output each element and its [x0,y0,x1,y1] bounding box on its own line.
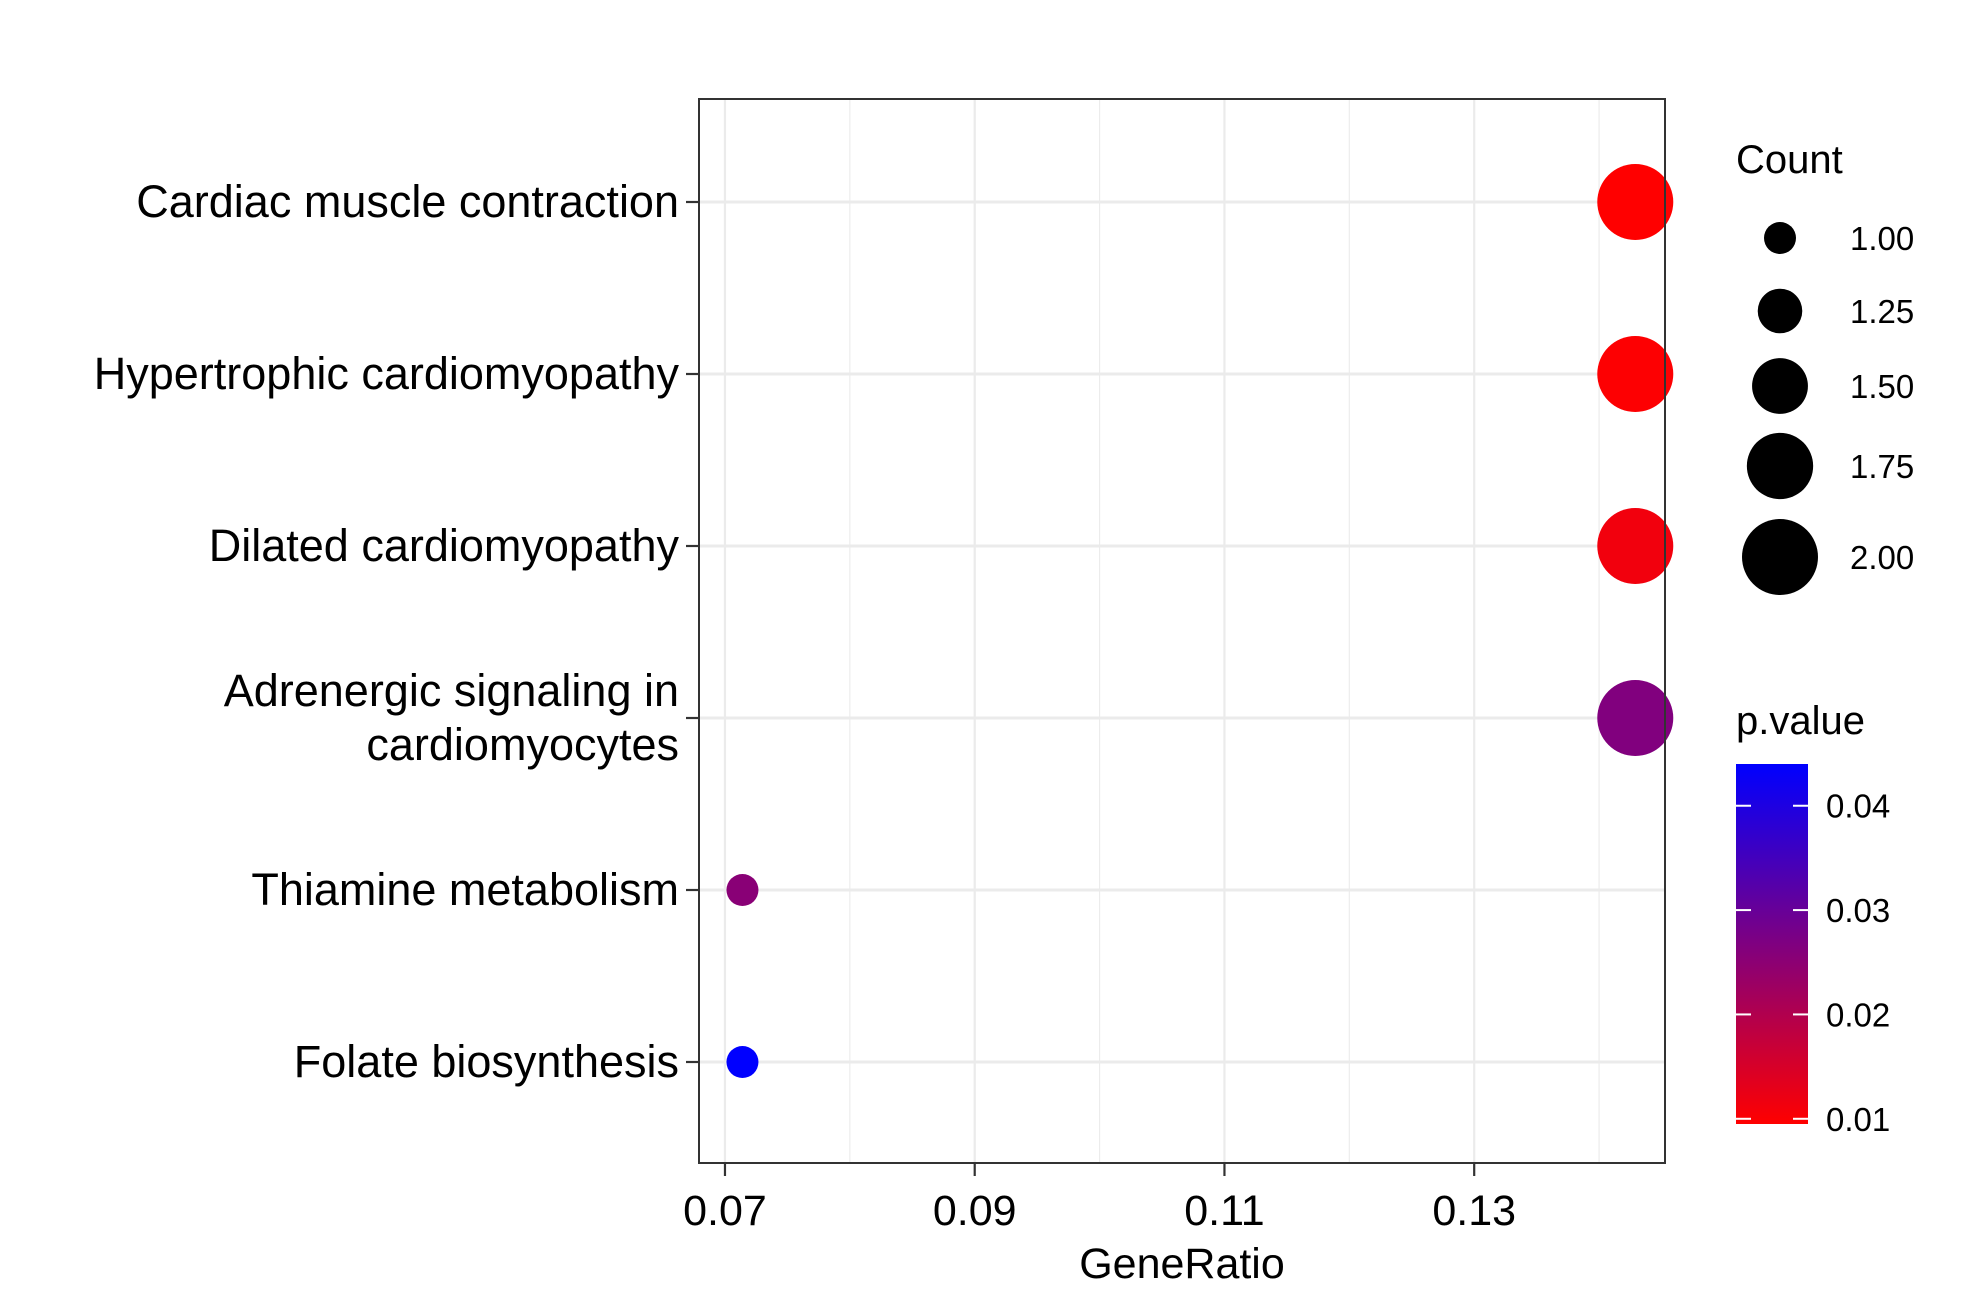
plot-panel-border [698,98,1666,1164]
color-legend-label: 0.02 [1826,996,1890,1033]
size-legend-title: Count [1736,138,1843,182]
size-legend-label: 1.25 [1850,293,1914,330]
y-tick-label: Adrenergic signaling in [224,665,679,716]
color-legend-label: 0.04 [1826,788,1890,825]
color-legend-label: 0.01 [1826,1101,1890,1138]
y-tick-label: Thiamine metabolism [251,864,679,915]
size-legend-label: 2.00 [1850,539,1914,576]
y-tick-label: Hypertrophic cardiomyopathy [94,348,680,399]
size-legend-key [1752,358,1808,414]
data-point [1597,508,1674,584]
size-legend-key [1746,432,1814,500]
x-tick-label: 0.07 [683,1187,767,1235]
data-point [1597,336,1674,412]
data-point [726,874,759,906]
size-legend: Count 1.00 1.25 1.50 1.75 2.00 [1736,138,1914,595]
grid-lines [700,100,1664,1162]
y-tick-label: cardiomyocytes [366,719,679,770]
size-legend-key [1764,222,1796,254]
size-legend-label: 1.75 [1850,448,1914,485]
data-points [726,164,1674,1078]
x-axis-title: GeneRatio [1079,1240,1285,1288]
x-tick-label: 0.09 [933,1187,1017,1235]
color-legend-bar [1736,764,1808,1124]
y-tick-label: Folate biosynthesis [294,1036,679,1087]
y-tick-label: Dilated cardiomyopathy [209,520,680,571]
size-legend-key [1742,519,1818,595]
x-axis: 0.07 0.09 0.11 0.13 [683,1162,1516,1235]
data-point [726,1046,759,1078]
color-legend-title: p.value [1736,699,1865,743]
x-tick-label: 0.13 [1432,1187,1516,1235]
size-legend-key [1757,288,1803,334]
x-tick-label: 0.11 [1184,1187,1265,1235]
data-point [1597,680,1674,756]
y-axis: Cardiac muscle contraction Hypertrophic c… [94,176,700,1087]
data-point [1597,164,1674,240]
size-legend-label: 1.50 [1850,368,1914,405]
size-legend-label: 1.00 [1850,220,1914,257]
y-tick-label: Cardiac muscle contraction [136,176,679,227]
color-legend-label: 0.03 [1826,892,1890,929]
color-legend: p.value 0.01 0.02 0.03 0.04 [1736,699,1890,1138]
